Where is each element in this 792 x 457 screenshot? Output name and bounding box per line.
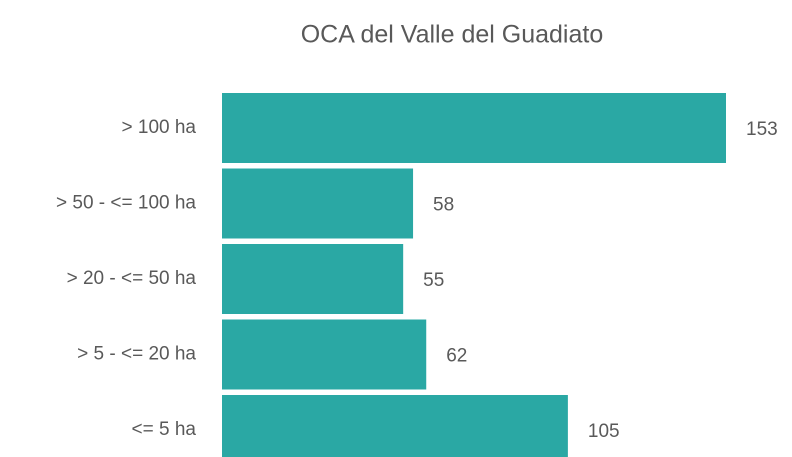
category-label: > 20 - <= 50 ha [67,268,197,289]
bar [222,168,414,239]
value-label: 55 [423,270,444,291]
category-label: > 100 ha [122,117,197,138]
category-label: > 5 - <= 20 ha [77,344,196,365]
category-label: <= 5 ha [132,419,197,440]
bar [222,93,726,163]
value-label: 58 [433,195,454,216]
bar [222,319,427,390]
value-label: 153 [746,119,778,140]
category-label: > 50 - <= 100 ha [56,193,196,214]
bar [222,244,404,314]
chart-title: OCA del Valle del Guadiato [301,21,604,49]
value-label: 62 [446,346,467,367]
bar [222,395,568,457]
value-label: 105 [588,421,620,442]
